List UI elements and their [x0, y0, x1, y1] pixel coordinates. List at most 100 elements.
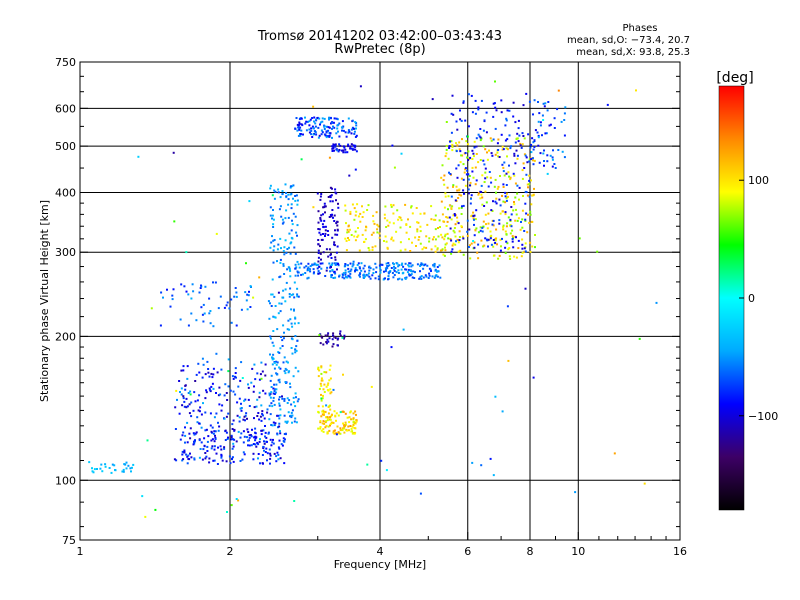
data-point: [517, 140, 520, 143]
data-point: [197, 362, 200, 365]
data-point: [328, 135, 331, 138]
data-point: [326, 419, 329, 422]
data-point: [288, 268, 291, 271]
data-point: [100, 463, 103, 466]
data-point: [484, 190, 487, 193]
data-point: [297, 370, 300, 373]
data-point: [411, 276, 414, 279]
data-point: [313, 271, 315, 274]
data-point: [212, 432, 215, 435]
data-point: [506, 148, 509, 151]
data-point: [279, 237, 282, 240]
data-point: [473, 214, 476, 217]
data-point: [387, 275, 390, 278]
data-point: [258, 378, 261, 381]
data-point: [383, 217, 386, 220]
data-point: [462, 101, 465, 104]
data-point: [482, 245, 485, 248]
data-point: [446, 216, 449, 219]
data-point: [344, 271, 347, 274]
data-point: [546, 154, 549, 157]
data-point: [444, 235, 446, 238]
data-point: [327, 382, 330, 385]
data-point: [262, 462, 264, 465]
data-point: [175, 389, 178, 392]
data-point: [351, 147, 354, 150]
data-point: [213, 430, 216, 433]
data-point: [271, 358, 274, 361]
data-point: [202, 448, 205, 451]
data-point: [492, 219, 495, 222]
cluster-upper-band-500: [331, 143, 358, 154]
data-point: [348, 275, 351, 278]
data-point: [331, 345, 334, 348]
data-point: [439, 249, 442, 252]
data-point: [374, 245, 377, 248]
data-point: [93, 468, 96, 471]
data-point: [521, 226, 524, 229]
data-point: [203, 444, 206, 447]
data-point: [277, 414, 280, 417]
data-point: [287, 319, 290, 322]
data-point: [213, 416, 216, 419]
data-point: [293, 322, 296, 325]
data-point: [490, 181, 493, 184]
data-point: [498, 198, 501, 201]
data-point: [321, 223, 324, 226]
data-point: [349, 425, 352, 427]
data-point: [334, 337, 337, 339]
data-point: [131, 466, 133, 469]
data-point: [320, 429, 323, 432]
data-point: [274, 305, 277, 307]
data-point: [398, 216, 401, 218]
data-point: [472, 217, 475, 220]
data-point: [184, 384, 187, 387]
data-point: [428, 274, 431, 277]
data-point: [324, 205, 327, 208]
data-point: [479, 226, 482, 229]
data-point: [523, 247, 526, 250]
data-point: [528, 179, 531, 182]
x-tick-label: 2: [227, 545, 234, 558]
data-point: [333, 220, 336, 222]
data-point: [460, 119, 463, 122]
data-point: [332, 334, 334, 337]
data-point: [285, 360, 288, 363]
y-axis-label: Stationary phase Virtual Height [km]: [38, 200, 51, 402]
data-point: [433, 262, 436, 265]
data-point: [325, 385, 328, 388]
data-point: [195, 319, 198, 322]
data-point: [508, 255, 511, 258]
data-point: [501, 410, 504, 413]
data-point: [328, 262, 331, 265]
data-point: [469, 181, 472, 184]
data-point: [122, 468, 125, 471]
data-point: [359, 275, 361, 278]
data-point: [323, 202, 326, 205]
data-point: [514, 162, 517, 165]
data-point: [451, 205, 454, 208]
data-point: [205, 455, 208, 458]
data-point: [380, 459, 383, 462]
data-point: [173, 220, 176, 223]
data-point: [245, 262, 247, 265]
data-point: [240, 308, 243, 311]
data-point: [379, 269, 382, 272]
cluster-scattered: [137, 80, 658, 518]
data-point: [431, 275, 434, 278]
data-point: [269, 353, 271, 356]
data-point: [420, 278, 423, 280]
data-point: [468, 228, 471, 231]
data-point: [471, 166, 474, 169]
data-point: [418, 236, 421, 238]
data-point: [460, 154, 463, 157]
data-point: [323, 117, 326, 120]
data-point: [183, 449, 186, 452]
data-point: [343, 427, 346, 430]
data-point: [213, 445, 216, 448]
data-point: [449, 238, 452, 241]
data-point: [337, 264, 340, 267]
data-point: [356, 264, 359, 266]
data-point: [500, 111, 503, 114]
data-point: [230, 436, 233, 439]
